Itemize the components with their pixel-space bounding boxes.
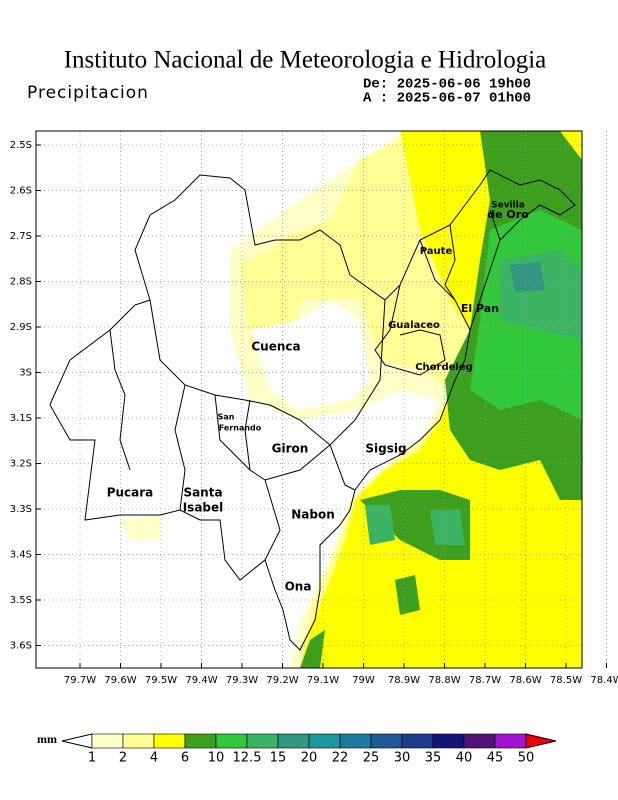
title: Instituto Nacional de Meteorologia e Hid… [64, 47, 547, 74]
lat-tick-label: 3.3S [10, 504, 32, 515]
colorbar-label: 4 [150, 751, 158, 766]
colorbar-under [61, 733, 93, 749]
colorbar-label: 12.5 [233, 751, 262, 766]
colorbar-unit: mm [37, 732, 57, 746]
colorbar-box [339, 733, 372, 749]
place-label: Cuenca [251, 340, 300, 354]
lat-tick-label: 2.6S [10, 186, 32, 197]
lat-tick-label: 3.1S [10, 413, 32, 424]
colorbar-label: 30 [394, 751, 411, 766]
colorbar-box [246, 733, 279, 749]
colorbar-box [494, 733, 527, 749]
place-label: San [218, 413, 235, 422]
lat-tick-label: 2.8S [10, 277, 32, 288]
lon-tick-label: 79.7W [64, 675, 96, 686]
place-label: Sigsig [365, 442, 406, 456]
colorbar-label: 20 [301, 751, 318, 766]
colorbar-box [122, 733, 155, 749]
lat-tick-label: 2.9S [10, 322, 32, 333]
lat-tick-label: 2.5S [10, 140, 32, 151]
place-label: El Pan [461, 302, 499, 315]
province-border [49, 169, 576, 651]
colorbar-over [525, 733, 557, 749]
colorbar-label: 40 [456, 751, 473, 766]
colorbar-box [432, 733, 465, 749]
place-label: Isabel [183, 501, 224, 515]
colorbar-box [401, 733, 434, 749]
colorbar-label: 50 [518, 751, 535, 766]
place-label: Sevilla [491, 201, 525, 211]
lat-tick-label: 3.4S [10, 550, 32, 561]
colorbar-label: 15 [270, 751, 287, 766]
lat-tick-label: 3.5S [10, 595, 32, 606]
place-label: Giron [272, 442, 309, 456]
lon-tick-label: 79W [352, 675, 375, 686]
colorbar-box [153, 733, 186, 749]
subtitle: Precipitacion [27, 83, 149, 103]
place-label: Pucara [107, 486, 154, 500]
lon-tick-label: 79.3W [226, 675, 258, 686]
map-frame [35, 130, 583, 669]
colorbar-label: 45 [487, 751, 504, 766]
lon-tick-label: 79.2W [266, 675, 298, 686]
lon-tick-label: 78.5W [550, 675, 582, 686]
place-label: Gualaceo [388, 320, 440, 331]
lon-tick-label: 79.1W [307, 675, 339, 686]
place-label: Santa [183, 486, 222, 500]
map [35, 130, 607, 669]
place-label: Ona [285, 580, 312, 594]
colorbar-box [184, 733, 217, 749]
colorbar-box [277, 733, 310, 749]
lat-tick-label: 3S [19, 368, 32, 379]
lon-tick-label: 79.5W [145, 675, 177, 686]
lon-tick-label: 78.6W [509, 675, 541, 686]
colorbar-label: 22 [332, 751, 349, 766]
lon-tick-label: 79.4W [185, 675, 217, 686]
canton-borders [109, 209, 501, 561]
lon-tick-label: 78.9W [388, 675, 420, 686]
lat-tick-label: 3.2S [10, 459, 32, 470]
lat-tick-label: 2.7S [10, 231, 32, 242]
precip-field [120, 131, 582, 668]
place-label: Chordeleg [415, 362, 473, 373]
lon-tick-label: 78.7W [469, 675, 501, 686]
colorbar-label: 10 [208, 751, 225, 766]
place-label: Fernando [219, 424, 262, 433]
colorbar-box [463, 733, 496, 749]
date-to: A : 2025-06-07 01h00 [363, 91, 531, 107]
place-label: Nabon [291, 508, 335, 522]
place-label: Paute [420, 246, 453, 257]
colorbar-box [370, 733, 403, 749]
lon-tick-label: 78.8W [428, 675, 460, 686]
place-label: de Oro [487, 208, 529, 221]
colorbar-label: 35 [425, 751, 442, 766]
colorbar-label: 2 [119, 751, 127, 766]
colorbar-box [308, 733, 341, 749]
colorbar: mm 1 2 4 6 10 12.5 15 20 22 25 30 35 40 45 50 [37, 732, 557, 766]
colorbar-box [91, 733, 124, 749]
colorbar-label: 6 [181, 751, 189, 766]
lon-tick-label: 78.4W [590, 675, 618, 686]
lon-tick-label: 79.6W [104, 675, 136, 686]
lat-tick-label: 3.6S [10, 641, 32, 652]
colorbar-box [215, 733, 248, 749]
colorbar-label: 1 [88, 751, 96, 766]
colorbar-label: 25 [363, 751, 380, 766]
date-from: De: 2025-06-06 19h00 [363, 77, 531, 93]
